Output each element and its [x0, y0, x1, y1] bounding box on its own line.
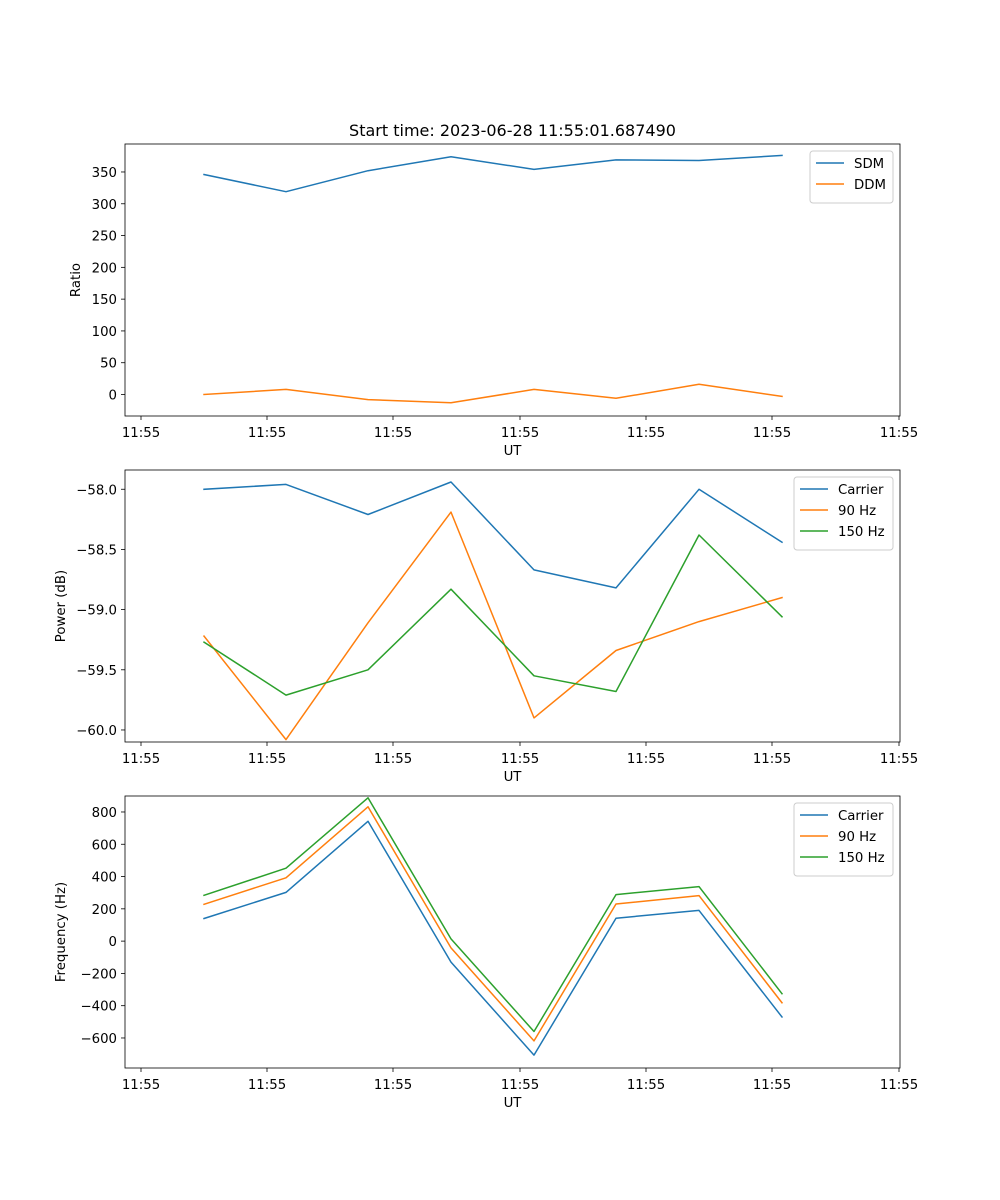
legend-label: 150 Hz [838, 525, 885, 540]
x-tick-label: 11:55 [501, 1078, 539, 1093]
series-line-carrier [203, 820, 784, 1056]
x-tick-label: 11:55 [627, 426, 665, 441]
x-tick-label: 11:55 [880, 752, 918, 767]
x-axis-label: UT [504, 444, 523, 459]
legend: SDM DDM [809, 150, 894, 204]
y-tick-label: −59.0 [76, 604, 117, 619]
x-tick-label: 11:55 [501, 752, 539, 767]
x-tick-label: 11:55 [122, 752, 160, 767]
y-tick-label: −200 [80, 967, 117, 982]
x-tick-label: 11:55 [753, 752, 791, 767]
x-axis-label: UT [504, 1096, 523, 1111]
y-tick-label: −58.5 [76, 543, 117, 558]
y-tick-label: 350 [92, 166, 117, 181]
legend-label: 90 Hz [838, 830, 876, 845]
y-tick-label: 200 [92, 261, 117, 276]
legend-label: Carrier [838, 483, 884, 498]
x-tick-label: 11:55 [122, 426, 160, 441]
subplot-3: 11:55 11:55 11:55 11:55 11:55 11:55 11:55 800 60… [54, 795, 918, 1111]
subplot-2: 11:55 11:55 11:55 11:55 11:55 11:55 11:55 −58.0… [54, 469, 918, 785]
y-tick-label: −59.5 [76, 664, 117, 679]
y-tick-label: 150 [92, 293, 117, 308]
y-tick-label: 800 [92, 806, 117, 821]
legend-label: 150 Hz [838, 851, 885, 866]
legend-label: Carrier [838, 809, 884, 824]
y-tick-label: −60.0 [76, 724, 117, 739]
series-line-90-hz [203, 806, 784, 1042]
x-tick-label: 11:55 [248, 752, 286, 767]
y-tick-label: −58.0 [76, 483, 117, 498]
y-axis-label: Frequency (Hz) [54, 882, 69, 982]
series-line-150-hz [203, 797, 784, 1033]
y-axis-label: Ratio [69, 263, 84, 297]
y-tick-label: 50 [100, 357, 117, 372]
x-tick-label: 11:55 [374, 1078, 412, 1093]
x-tick-label: 11:55 [753, 1078, 791, 1093]
series-line-90-hz [202, 511, 783, 741]
legend: Carrier 90 Hz 150 Hz [793, 476, 894, 551]
series-line-ddm [203, 383, 783, 404]
x-tick-label: 11:55 [374, 426, 412, 441]
x-tick-label: 11:55 [753, 426, 791, 441]
x-tick-label: 11:55 [627, 1078, 665, 1093]
y-tick-label: 100 [92, 325, 117, 340]
legend-box [809, 150, 894, 204]
plot-frame [124, 469, 901, 743]
series-line-sdm [203, 154, 783, 193]
x-tick-label: 11:55 [122, 1078, 160, 1093]
series-line-150-hz [202, 534, 784, 696]
plot-frame [124, 795, 901, 1069]
legend: Carrier 90 Hz 150 Hz [793, 802, 894, 877]
legend-label: 90 Hz [838, 504, 876, 519]
y-tick-label: 0 [109, 389, 117, 404]
legend-label: SDM [854, 157, 884, 172]
y-tick-label: 250 [92, 230, 117, 245]
chart-title: Start time: 2023-06-28 11:55:01.687490 [349, 121, 676, 140]
y-tick-label: 200 [92, 903, 117, 918]
legend-label: DDM [854, 178, 886, 193]
x-tick-label: 11:55 [501, 426, 539, 441]
y-tick-label: 300 [92, 198, 117, 213]
y-tick-label: 0 [109, 935, 117, 950]
x-tick-label: 11:55 [880, 426, 918, 441]
x-tick-label: 11:55 [627, 752, 665, 767]
plot-frame [124, 143, 901, 417]
y-tick-label: 400 [92, 871, 117, 886]
x-tick-label: 11:55 [374, 752, 412, 767]
y-tick-label: 600 [92, 838, 117, 853]
subplots: 11:55 11:55 11:55 11:55 11:55 11:55 11:55 0 50 10… [54, 143, 918, 1111]
x-axis-label: UT [504, 770, 523, 785]
y-tick-label: −600 [80, 1032, 117, 1047]
y-axis-label: Power (dB) [54, 570, 69, 642]
y-tick-label: −400 [80, 1000, 117, 1015]
subplot-1: 11:55 11:55 11:55 11:55 11:55 11:55 11:55 0 50 10… [69, 143, 918, 459]
x-tick-label: 11:55 [248, 1078, 286, 1093]
x-tick-label: 11:55 [248, 426, 286, 441]
x-tick-label: 11:55 [880, 1078, 918, 1093]
series-line-carrier [203, 481, 784, 589]
